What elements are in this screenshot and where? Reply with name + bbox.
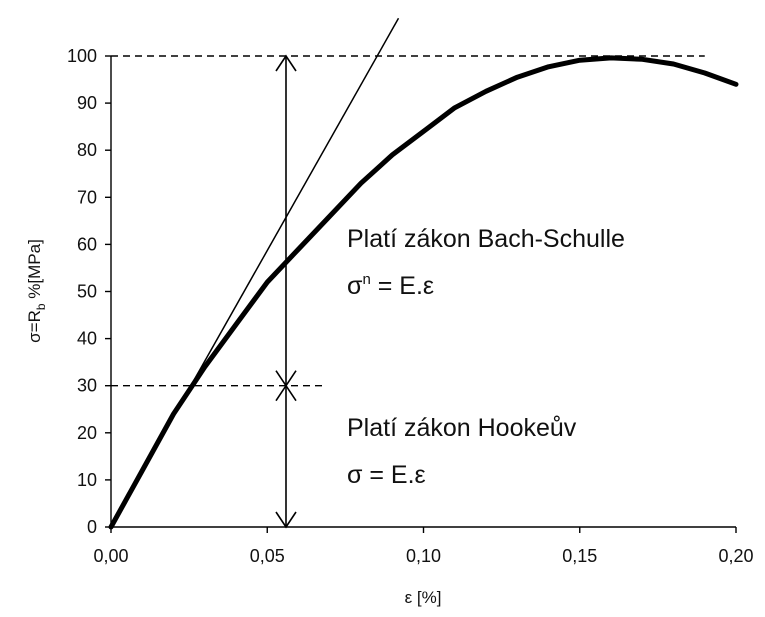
arrow-head (275, 511, 297, 529)
x-tick-label: 0,10 (406, 546, 441, 566)
arrow-head (275, 54, 297, 72)
x-ticks: 0,00 0,05 0,10 0,15 0,20 (93, 527, 754, 566)
y-tick-label: 50 (77, 282, 97, 302)
y-tick-label: 60 (77, 234, 97, 254)
upper-annotation-title: Platí zákon Bach-Schulle (347, 225, 625, 253)
y-tick-label: 100 (67, 46, 97, 66)
x-tick-label: 0,20 (718, 546, 753, 566)
y-tick-label: 80 (77, 140, 97, 160)
x-tick-label: 0,00 (93, 546, 128, 566)
arrow-head (275, 384, 297, 402)
dimension-arrows (275, 54, 297, 529)
x-axis-title: ε [%] (405, 588, 442, 607)
upper-annotation-formula: σn = E.ε (347, 271, 434, 300)
y-ticks: 0 10 20 30 40 50 60 70 80 90 100 (67, 46, 111, 537)
y-axis-title: σ=Rb %[MPa] (25, 239, 48, 343)
y-tick-label: 70 (77, 187, 97, 207)
y-tick-label: 20 (77, 423, 97, 443)
y-tick-label: 90 (77, 93, 97, 113)
x-tick-label: 0,15 (562, 546, 597, 566)
y-tick-label: 0 (87, 517, 97, 537)
lower-annotation-formula: σ = E.ε (347, 461, 426, 489)
stress-strain-curve (108, 55, 739, 530)
y-tick-label: 30 (77, 376, 97, 396)
x-tick-label: 0,05 (250, 546, 285, 566)
lower-annotation-title: Platí zákon Hookeův (347, 414, 577, 442)
y-tick-label: 10 (77, 470, 97, 490)
y-tick-label: 40 (77, 329, 97, 349)
